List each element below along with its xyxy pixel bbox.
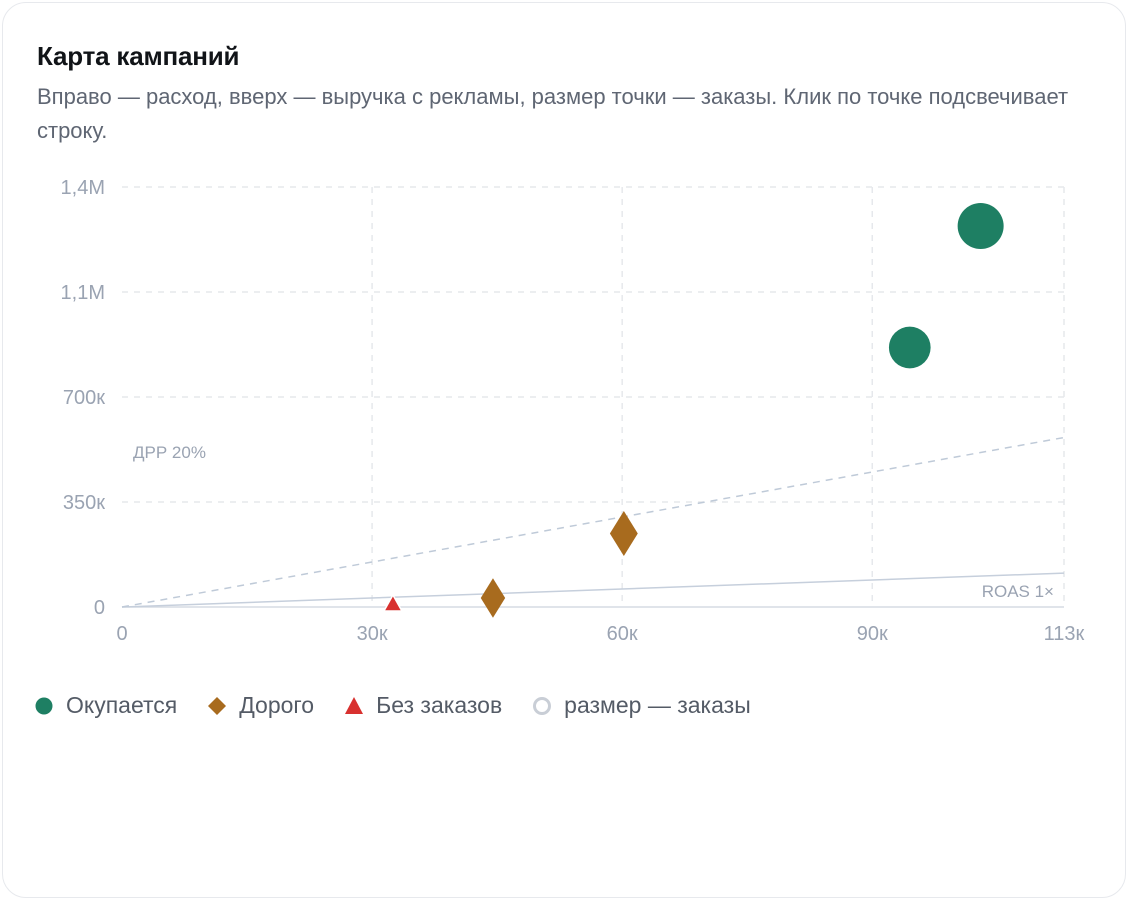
ring-icon: [533, 696, 552, 715]
card-title: Карта кампаний: [37, 41, 240, 71]
chart-legend: Окупается Дорого Без заказов размер — за…: [34, 692, 781, 719]
circle-icon: [35, 697, 53, 714]
x-tick-label: 60к: [607, 623, 638, 645]
legend-label-expensive: Дорого: [239, 692, 315, 718]
legend-item-size-hint: размер — заказы: [532, 692, 751, 719]
triangle-icon: [345, 696, 364, 714]
scatter-chart: ROAS 1× ДРР 20% 0 30к 60к 90к 113к 0 350к 700к 1,1…: [61, 177, 1085, 645]
roas-line-label: ROAS 1×: [982, 582, 1054, 601]
x-tick-label: 90к: [857, 623, 888, 645]
legend-label-no-orders: Без заказов: [376, 692, 503, 718]
legend-item-expensive[interactable]: Дорого: [207, 692, 314, 719]
card-subtitle: Вправо — расход, вверх — выручка с рекла…: [37, 84, 1069, 143]
data-point-no-orders[interactable]: [382, 593, 404, 612]
roas-reference-line: [121, 572, 1065, 608]
drr-reference-line: [121, 436, 1065, 608]
legend-item-ok[interactable]: Окупается: [34, 692, 177, 719]
x-tick-label: 113к: [1044, 623, 1085, 645]
legend-label-size-hint: размер — заказы: [564, 692, 751, 718]
legend-item-no-orders[interactable]: Без заказов: [344, 692, 502, 719]
data-point-ok[interactable]: [888, 326, 931, 369]
data-point-expensive[interactable]: [480, 578, 506, 618]
y-tick-label: 1,4М: [61, 177, 105, 199]
drr-line-label: ДРР 20%: [133, 443, 206, 462]
legend-label-ok: Окупается: [66, 692, 178, 718]
x-tick-label: 30к: [357, 623, 388, 645]
y-tick-label: 1,1М: [61, 282, 105, 304]
diamond-icon: [208, 696, 227, 715]
x-tick-label: 0: [116, 623, 127, 645]
y-tick-label: 350к: [63, 492, 105, 514]
y-tick-label: 0: [94, 597, 105, 619]
data-point-expensive[interactable]: [609, 511, 638, 556]
y-tick-label: 700к: [63, 387, 105, 409]
data-point-ok[interactable]: [957, 203, 1004, 249]
